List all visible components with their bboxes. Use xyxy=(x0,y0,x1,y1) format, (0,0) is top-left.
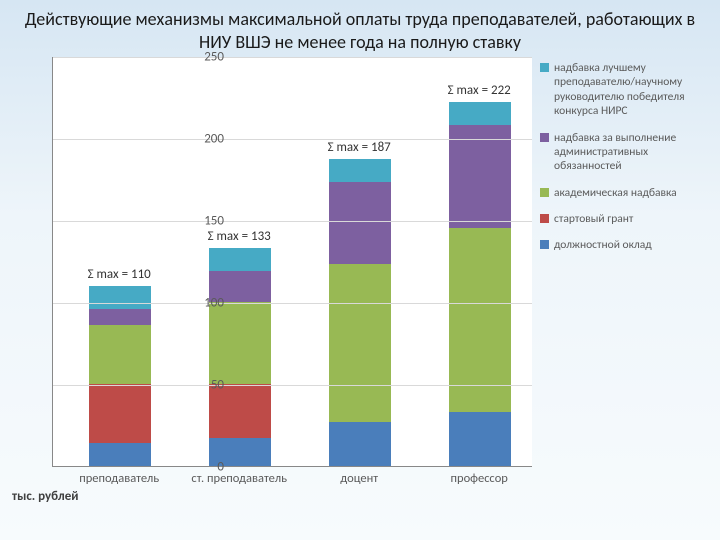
legend-swatch xyxy=(540,63,549,72)
legend-item-admin: надбавка за выполнение административных … xyxy=(540,131,710,174)
bar-column xyxy=(449,102,511,466)
legend-label: надбавка за выполнение административных … xyxy=(554,131,710,174)
legend-item-best: надбавка лучшему преподавателю/научному … xyxy=(540,61,710,119)
chart-title: Действующие механизмы максимальной оплат… xyxy=(0,0,720,57)
legend-item-akad: академическая надбавка xyxy=(540,186,710,200)
legend-swatch xyxy=(540,188,549,197)
bar-segment-best xyxy=(89,286,151,309)
legend: надбавка лучшему преподавателю/научному … xyxy=(540,61,710,265)
y-tick-label: 100 xyxy=(188,296,224,311)
bar-segment-oklad xyxy=(329,422,391,466)
legend-item-oklad: должностной оклад xyxy=(540,238,710,252)
bar-segment-best xyxy=(329,159,391,182)
legend-swatch xyxy=(540,133,549,142)
bar-segment-best xyxy=(209,248,271,271)
legend-label: должностной оклад xyxy=(554,238,652,252)
y-tick-label: 50 xyxy=(188,378,224,393)
y-tick-label: 200 xyxy=(188,132,224,147)
bar-segment-oklad xyxy=(449,412,511,466)
bar-segment-admin xyxy=(329,182,391,264)
legend-swatch xyxy=(540,214,549,223)
sigma-label: Σ max = 133 xyxy=(208,229,271,244)
chart-container: надбавка лучшему преподавателю/научному … xyxy=(10,57,710,517)
category-label: преподаватель xyxy=(79,471,159,486)
bar-segment-admin xyxy=(449,125,511,228)
gridline xyxy=(53,221,532,222)
gridline xyxy=(53,139,532,140)
legend-label: академическая надбавка xyxy=(554,186,677,200)
unit-label: тыс. рублей xyxy=(12,489,79,504)
sigma-label: Σ max = 110 xyxy=(88,267,151,282)
bar-segment-akad xyxy=(209,302,271,384)
legend-swatch xyxy=(540,240,549,249)
sigma-label: Σ max = 187 xyxy=(328,140,391,155)
bar-segment-admin xyxy=(89,309,151,325)
plot-area xyxy=(52,57,532,467)
bar-segment-grant xyxy=(89,384,151,443)
bar-segment-akad xyxy=(329,264,391,421)
bars-layer xyxy=(53,57,532,466)
sigma-label: Σ max = 222 xyxy=(448,83,511,98)
gridline xyxy=(53,385,532,386)
category-label: профессор xyxy=(451,471,508,486)
gridline xyxy=(53,57,532,58)
y-tick-label: 150 xyxy=(188,214,224,229)
legend-label: надбавка лучшему преподавателю/научному … xyxy=(554,61,710,119)
bar-segment-best xyxy=(449,102,511,125)
bar-column xyxy=(89,286,151,466)
bar-column xyxy=(209,248,271,466)
category-label: ст. преподаватель xyxy=(191,471,287,486)
bar-column xyxy=(329,159,391,466)
bar-segment-akad xyxy=(89,325,151,384)
legend-label: стартовый грант xyxy=(554,212,633,226)
bar-segment-oklad xyxy=(89,443,151,466)
category-label: доцент xyxy=(340,471,378,486)
legend-item-grant: стартовый грант xyxy=(540,212,710,226)
gridline xyxy=(53,303,532,304)
y-tick-label: 250 xyxy=(188,50,224,65)
